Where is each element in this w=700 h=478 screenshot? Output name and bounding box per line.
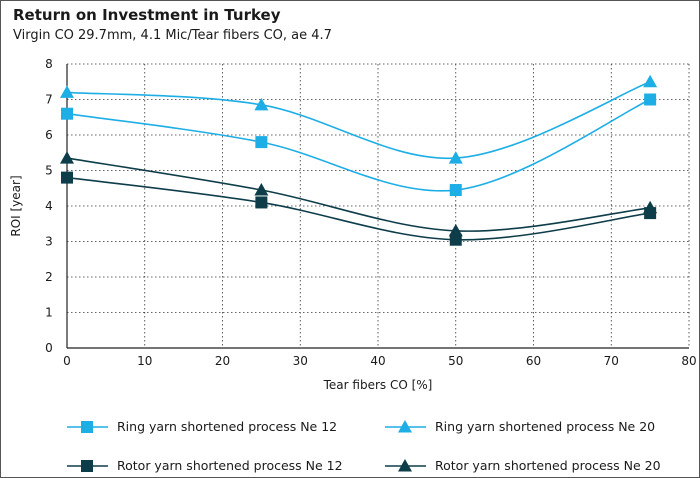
series-line-4 bbox=[66, 157, 651, 232]
y-tick-label: 8 bbox=[45, 57, 53, 71]
series-line-3 bbox=[66, 176, 651, 241]
x-tick-label: 70 bbox=[604, 354, 619, 368]
y-tick-label: 5 bbox=[45, 164, 53, 178]
x-tick-label: 0 bbox=[63, 354, 71, 368]
legend-marker-1 bbox=[81, 421, 93, 433]
y-tick-label: 3 bbox=[45, 235, 53, 249]
chart-subtitle: Virgin CO 29.7mm, 4.1 Mic/Tear fibers CO… bbox=[13, 28, 332, 43]
data-point-3 bbox=[255, 196, 268, 209]
series-lines bbox=[66, 81, 651, 241]
x-axis-label: Tear fibers CO [%] bbox=[323, 378, 433, 392]
data-point-2 bbox=[643, 74, 658, 88]
x-tick-label: 60 bbox=[526, 354, 541, 368]
data-point-1 bbox=[255, 136, 268, 149]
y-tick-label: 6 bbox=[45, 128, 53, 142]
y-tick-label: 2 bbox=[45, 270, 53, 284]
y-tick-label: 7 bbox=[45, 93, 53, 107]
legend-label-1: Ring yarn shortened process Ne 12 bbox=[117, 419, 337, 434]
y-axis-label: ROI [year] bbox=[9, 175, 23, 236]
x-tick-label: 20 bbox=[215, 354, 230, 368]
legend-label-2: Ring yarn shortened process Ne 20 bbox=[435, 419, 655, 434]
series-line-1 bbox=[66, 98, 651, 192]
data-point-3 bbox=[449, 233, 462, 246]
grid-lines bbox=[67, 64, 689, 348]
legend-marker-4 bbox=[398, 459, 412, 472]
x-tick-label: 40 bbox=[370, 354, 385, 368]
legend-marker-3 bbox=[81, 460, 93, 472]
series-markers bbox=[60, 74, 658, 246]
data-point-4 bbox=[60, 151, 74, 164]
data-point-2 bbox=[448, 151, 463, 164]
x-tick-label: 80 bbox=[681, 354, 696, 368]
y-tick-label: 1 bbox=[45, 306, 53, 320]
x-tick-label: 30 bbox=[293, 354, 308, 368]
data-point-4 bbox=[448, 223, 463, 237]
legend-marker-2 bbox=[398, 420, 412, 433]
legend: Ring yarn shortened process Ne 12 Ring ya… bbox=[67, 419, 661, 473]
x-tick-label: 10 bbox=[137, 354, 152, 368]
data-point-4 bbox=[643, 200, 658, 214]
legend-label-3: Rotor yarn shortened process Ne 12 bbox=[117, 458, 343, 473]
data-point-2 bbox=[60, 85, 74, 98]
y-tick-label: 4 bbox=[45, 199, 53, 213]
y-tick-labels: 0 1 2 3 4 5 6 7 8 bbox=[45, 57, 53, 355]
data-point-1 bbox=[449, 184, 462, 197]
chart-title: Return on Investment in Turkey bbox=[13, 6, 281, 24]
y-tick-label: 0 bbox=[45, 341, 53, 355]
data-point-2 bbox=[254, 97, 269, 111]
legend-label-4: Rotor yarn shortened process Ne 20 bbox=[435, 458, 661, 473]
series-line-2 bbox=[66, 81, 651, 160]
x-tick-labels: 0 10 20 30 40 50 60 70 80 bbox=[63, 354, 696, 368]
data-point-1 bbox=[644, 93, 657, 106]
data-point-4 bbox=[254, 183, 269, 196]
x-tick-label: 50 bbox=[448, 354, 463, 368]
data-point-1 bbox=[61, 107, 73, 120]
data-point-3 bbox=[61, 171, 73, 184]
